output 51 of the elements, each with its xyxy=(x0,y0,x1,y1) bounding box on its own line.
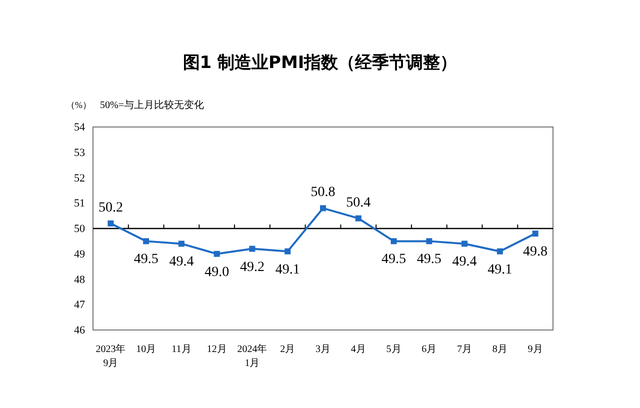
x-tick-label: 4月 xyxy=(350,344,366,355)
x-tick-label: 11月 xyxy=(172,344,192,355)
point xyxy=(532,230,538,237)
point xyxy=(108,220,114,226)
y-tick-label: 54 xyxy=(74,122,86,134)
data-label: 50.8 xyxy=(310,185,336,200)
data-label: 50.2 xyxy=(98,200,123,216)
y-tick-label: 47 xyxy=(74,299,86,312)
data-label: 49.1 xyxy=(488,262,512,278)
y-tick-label: 53 xyxy=(74,146,86,159)
point xyxy=(426,238,432,244)
data-label: 49.4 xyxy=(452,254,477,270)
point xyxy=(214,250,220,257)
data-label: 49.5 xyxy=(134,252,158,268)
point xyxy=(249,246,256,252)
data-label: 50.4 xyxy=(346,195,371,210)
data-label: 49.5 xyxy=(416,252,442,268)
x-tick-label: 3月 xyxy=(316,344,330,355)
x-tick-label: 2023年 9月 xyxy=(96,343,126,369)
x-tick-label: 2月 xyxy=(280,344,296,355)
x-tick-label: 5月 xyxy=(386,344,402,355)
data-label: 49.2 xyxy=(240,260,264,275)
y-axis-title: （%） xyxy=(66,100,92,110)
data-label: 49.1 xyxy=(275,262,300,278)
y-tick-label: 51 xyxy=(74,198,85,210)
x-tick-label: 9月 xyxy=(528,344,543,355)
data-label: 49.5 xyxy=(382,252,406,268)
data-label: 49.8 xyxy=(523,244,548,260)
point xyxy=(143,238,150,244)
chart-title: 图1 制造业PMI指数（经季节调整） xyxy=(182,53,458,73)
y-tick-label: 46 xyxy=(74,324,86,337)
data-label: 49.4 xyxy=(169,254,194,270)
x-tick-label: 7月 xyxy=(457,344,472,355)
point xyxy=(284,248,291,254)
point xyxy=(496,248,503,254)
x-tick-label: 6月 xyxy=(422,344,437,355)
point xyxy=(462,240,468,247)
x-tick-label: 12月 xyxy=(206,344,227,355)
text: 50%=与上月比较无变化 xyxy=(100,99,204,111)
point xyxy=(390,238,397,244)
point xyxy=(355,215,362,222)
point xyxy=(178,240,184,247)
x-tick-label: 10月 xyxy=(136,344,156,355)
y-tick-label: 48 xyxy=(74,274,86,286)
point xyxy=(320,205,326,212)
x-tick-label: 2024年 1月 xyxy=(237,343,268,369)
y-tick-label: 52 xyxy=(74,172,85,184)
data-label: 49.0 xyxy=(204,264,230,280)
y-tick-label: 50 xyxy=(74,223,86,236)
y-tick-label: 49 xyxy=(74,248,86,260)
x-tick-label: 8月 xyxy=(492,344,508,355)
